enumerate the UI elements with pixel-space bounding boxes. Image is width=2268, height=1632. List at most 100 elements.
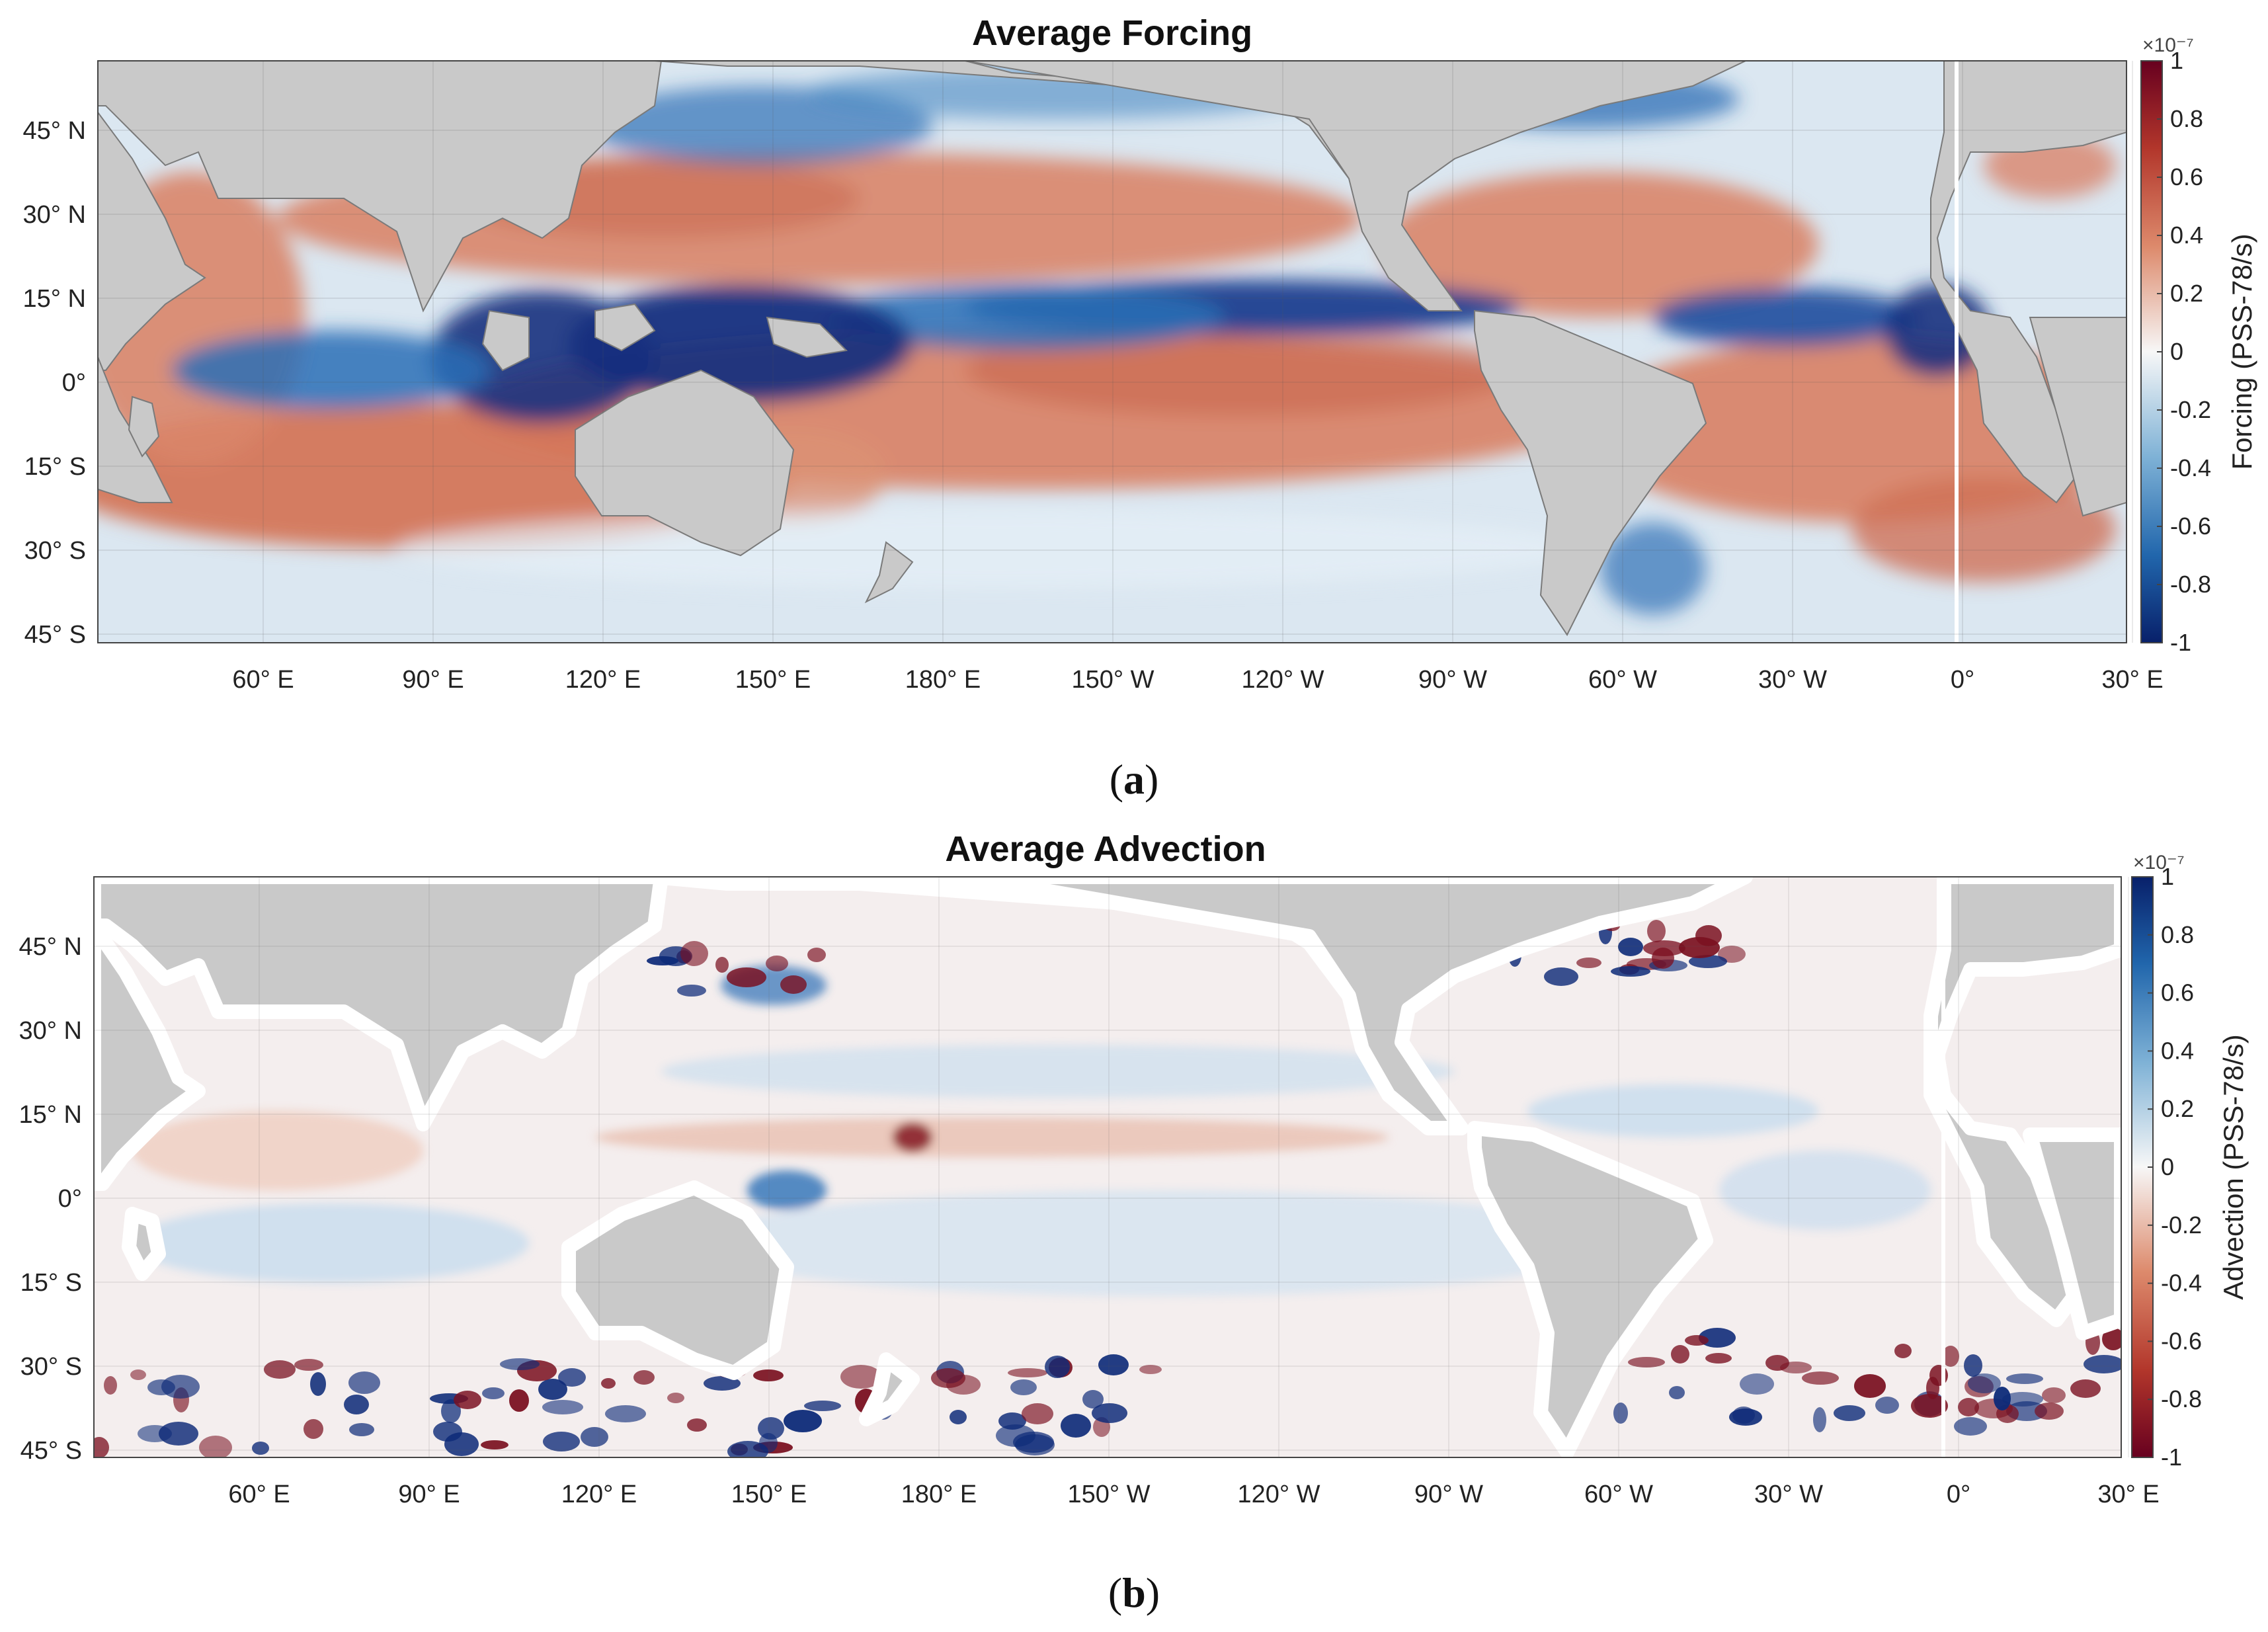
y-tick-label: 15° S (24, 453, 86, 481)
colorbar-exponent-a: ×10⁻⁷ (2142, 34, 2194, 56)
x-tick-label: 120° E (561, 1481, 637, 1508)
eddy-blob (780, 975, 807, 994)
x-axis-b: 60° E 90° E 120° E 150° E 180° E 150° W 120° W… (228, 1481, 2159, 1508)
x-tick-label: 150° E (731, 1481, 807, 1508)
colorbar-tick-label: 0.2 (2161, 1095, 2194, 1122)
eddy-blob (94, 1437, 109, 1457)
colorbar-b: ×10⁻⁷ 1 0.8 0.6 0.4 0.2 0 -0.2 -0.4 -0.6 -0.8 -1 A… (2131, 852, 2249, 1471)
eddy-blob (1613, 1403, 1628, 1424)
heatmap-b (94, 877, 2121, 1457)
land-masses-b (94, 877, 2121, 1457)
x-tick-label: 0° (1947, 1481, 1970, 1508)
eddy-blob (840, 1365, 881, 1389)
eddy-blob (1092, 1403, 1127, 1423)
x-tick-label: 150° W (1067, 1481, 1150, 1508)
eddy-blob (509, 1389, 529, 1412)
eddy-blob (1705, 1353, 1732, 1364)
y-tick-label: 45° N (19, 933, 82, 961)
colorbar-tick-label: 0.4 (2170, 222, 2203, 249)
land-masses-a (98, 61, 2126, 636)
colorbar-tick-label: 0.4 (2161, 1037, 2194, 1064)
eddy-blob (538, 1379, 567, 1400)
eddy-blob (704, 1376, 741, 1391)
eddy-blob (1082, 1390, 1104, 1408)
x-tick-label: 150° E (735, 666, 811, 694)
eddy-blob (1022, 1403, 1053, 1424)
eddy-blob (687, 1418, 707, 1432)
y-tick-label: 15° N (19, 1101, 82, 1129)
eddy-blob (1008, 1368, 1047, 1377)
eddy-blob (1740, 1373, 1774, 1395)
eddy-blob (2035, 1403, 2064, 1420)
eddy-blob (667, 1393, 684, 1403)
panel-label-a: (a) (1110, 756, 1159, 803)
eddy-blob (252, 1442, 269, 1455)
eddy-blob (1854, 1374, 1886, 1398)
colorbar-tick-label: -0.2 (2170, 396, 2211, 423)
y-tick-label: 30° S (20, 1353, 82, 1381)
colorbar-tick-label: -0.6 (2170, 512, 2211, 540)
eddy-blob (1045, 1356, 1070, 1378)
x-tick-label: 0° (1951, 666, 1974, 694)
colorbar-label-b: Advection (PSS-78/s) (2218, 1034, 2249, 1300)
eddy-blob (2084, 1355, 2121, 1373)
eddy-blob (996, 1424, 1035, 1447)
eddy-blob (1628, 1357, 1665, 1367)
x-axis-a: 60° E 90° E 120° E 150° E 180° E 150° W 120° W… (232, 666, 2163, 694)
eddy-blob (1813, 1407, 1826, 1432)
chart-title-b: Average Advection (945, 829, 1266, 869)
colorbar-tick-label: 1 (2161, 863, 2174, 890)
x-tick-label: 30° W (1754, 1481, 1823, 1508)
eddy-blob (1647, 920, 1666, 942)
eddy-blob (304, 1419, 323, 1439)
eddy-blob (1729, 1408, 1762, 1426)
x-tick-label: 60° E (228, 1481, 290, 1508)
eddy-blob (2102, 1328, 2121, 1350)
eddy-blob (1964, 1354, 1982, 1377)
eddy-blob (581, 1427, 608, 1447)
y-tick-label: 45° S (20, 1437, 82, 1465)
colorbar-label-a: Forcing (PSS-78/s) (2226, 233, 2257, 469)
eddy-blob (1994, 1387, 2011, 1410)
eddy-blob (1139, 1365, 1162, 1374)
x-tick-label: 60° W (1588, 666, 1657, 694)
eddy-blob (454, 1391, 481, 1409)
eddy-blob (753, 1369, 784, 1381)
x-tick-label: 150° W (1071, 666, 1154, 694)
x-tick-label: 60° E (232, 666, 294, 694)
eddy-blob (349, 1423, 374, 1436)
colorbar-a: ×10⁻⁷ 1 0.8 0.6 0.4 0.2 0 -0.2 -0.4 -0.6 -0.8 -1 F… (2140, 34, 2257, 656)
x-tick-label: 30° E (2097, 1481, 2159, 1508)
eddy-blob (1958, 1398, 1979, 1416)
x-tick-label: 30° W (1758, 666, 1827, 694)
y-tick-label: 45° N (23, 117, 86, 145)
colorbar-tick-label: 0.6 (2170, 163, 2203, 190)
colorbar-tick-label: -0.8 (2161, 1385, 2202, 1412)
eddy-blob (1834, 1405, 1865, 1421)
eddy-blob (481, 1440, 508, 1449)
eddy-blob (1061, 1414, 1091, 1438)
eddy-blob (1954, 1417, 1987, 1436)
colorbar-tick-label: -1 (2161, 1444, 2182, 1471)
eddy-blob (1699, 1328, 1736, 1348)
eddy-blob (1765, 1355, 1789, 1371)
eddy-blob (1942, 1346, 1959, 1367)
southern-ocean-eddies (94, 920, 2121, 1457)
eddy-blob (1618, 938, 1643, 956)
eddy-blob (264, 1360, 296, 1379)
heatmap-a (98, 61, 2126, 643)
x-tick-label: 180° E (905, 666, 981, 694)
eddy-blob (104, 1376, 117, 1395)
eddy-blob (161, 1375, 200, 1399)
colorbar-tick-label: -0.8 (2170, 571, 2211, 598)
colorbar-tick-label: -0.4 (2161, 1270, 2202, 1297)
eddy-blob (1010, 1379, 1037, 1395)
eddy-blob (1652, 948, 1674, 969)
eddy-blob (444, 1432, 479, 1456)
eddy-blob (1611, 966, 1650, 977)
y-tick-label: 30° N (19, 1017, 82, 1045)
eddy-blob (1875, 1397, 1899, 1414)
eddy-blob (310, 1372, 326, 1396)
colorbar-exponent-b: ×10⁻⁷ (2133, 852, 2185, 874)
eddy-blob (784, 1410, 822, 1432)
